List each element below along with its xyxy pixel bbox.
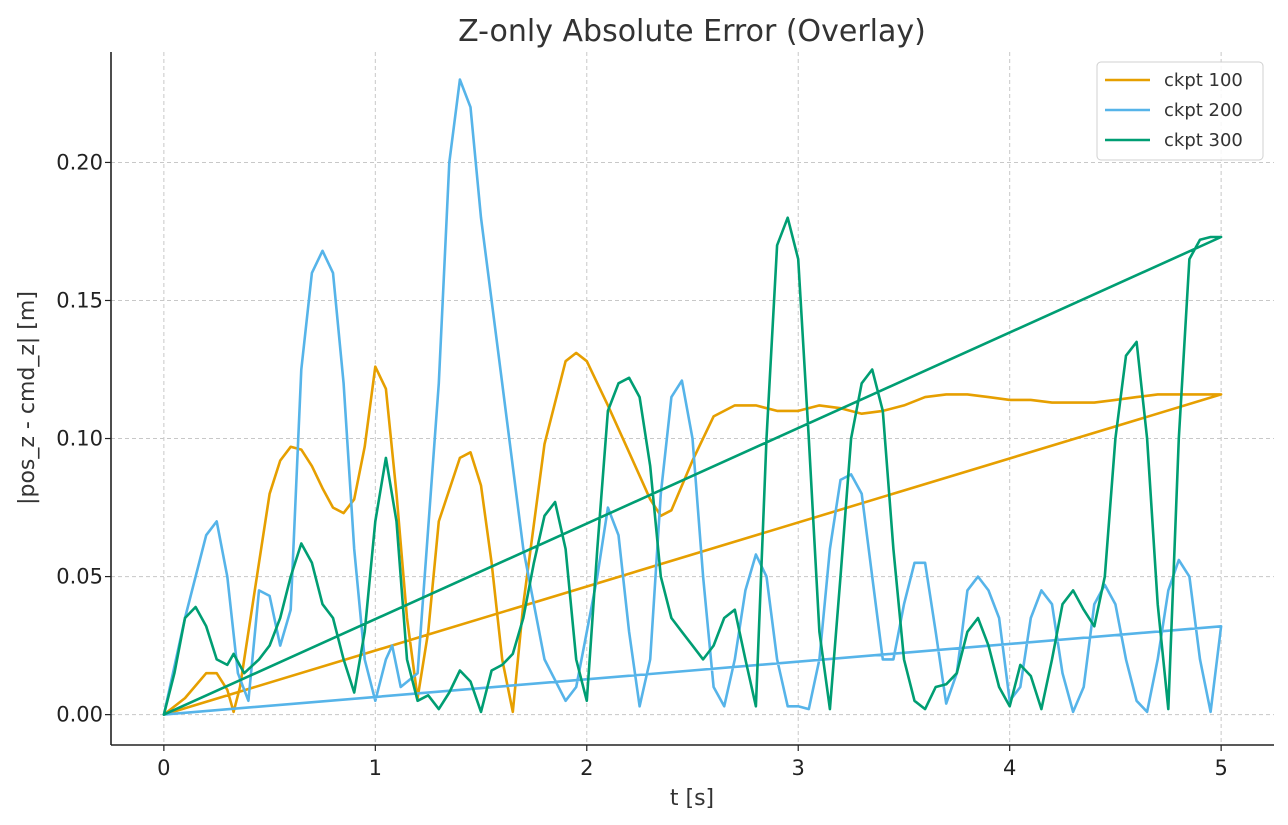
x-tick-label: 5 (1214, 756, 1227, 780)
x-axis-label: t [s] (670, 786, 714, 811)
legend-label-300: ckpt 300 (1164, 130, 1243, 151)
series-line-ckpt-200 (162, 78, 1223, 716)
series-line-ckpt-300 (162, 216, 1223, 716)
x-tick-label: 2 (580, 756, 593, 780)
y-tick-label: 0.05 (56, 565, 103, 589)
y-tick-label: 0.15 (56, 288, 103, 312)
axes-layer (110, 52, 1274, 746)
legend-box (1096, 61, 1264, 161)
x-tick-label: 0 (157, 756, 170, 780)
series-layer (162, 78, 1223, 716)
y-tick-label: 0.20 (56, 150, 103, 174)
legend-label-100: ckpt 100 (1164, 70, 1243, 91)
y-tick-label: 0.00 (56, 703, 103, 727)
chart-title: Z-only Absolute Error (Overlay) (458, 14, 926, 49)
y-axis-label: |pos_z - cmd_z| [m] (15, 291, 40, 505)
legend-label-200: ckpt 200 (1164, 100, 1243, 121)
x-tick-label: 3 (792, 756, 805, 780)
legend: ckpt 100 ckpt 200 ckpt 300 (1096, 61, 1264, 161)
series-line-ckpt-100 (162, 351, 1223, 716)
y-tick-label: 0.10 (56, 427, 103, 451)
x-tick-label: 1 (369, 756, 382, 780)
ticks-layer: 0 1 2 3 4 5 0.00 0.05 0.10 0.15 0.20 (56, 150, 1228, 780)
x-tick-label: 4 (1003, 756, 1016, 780)
